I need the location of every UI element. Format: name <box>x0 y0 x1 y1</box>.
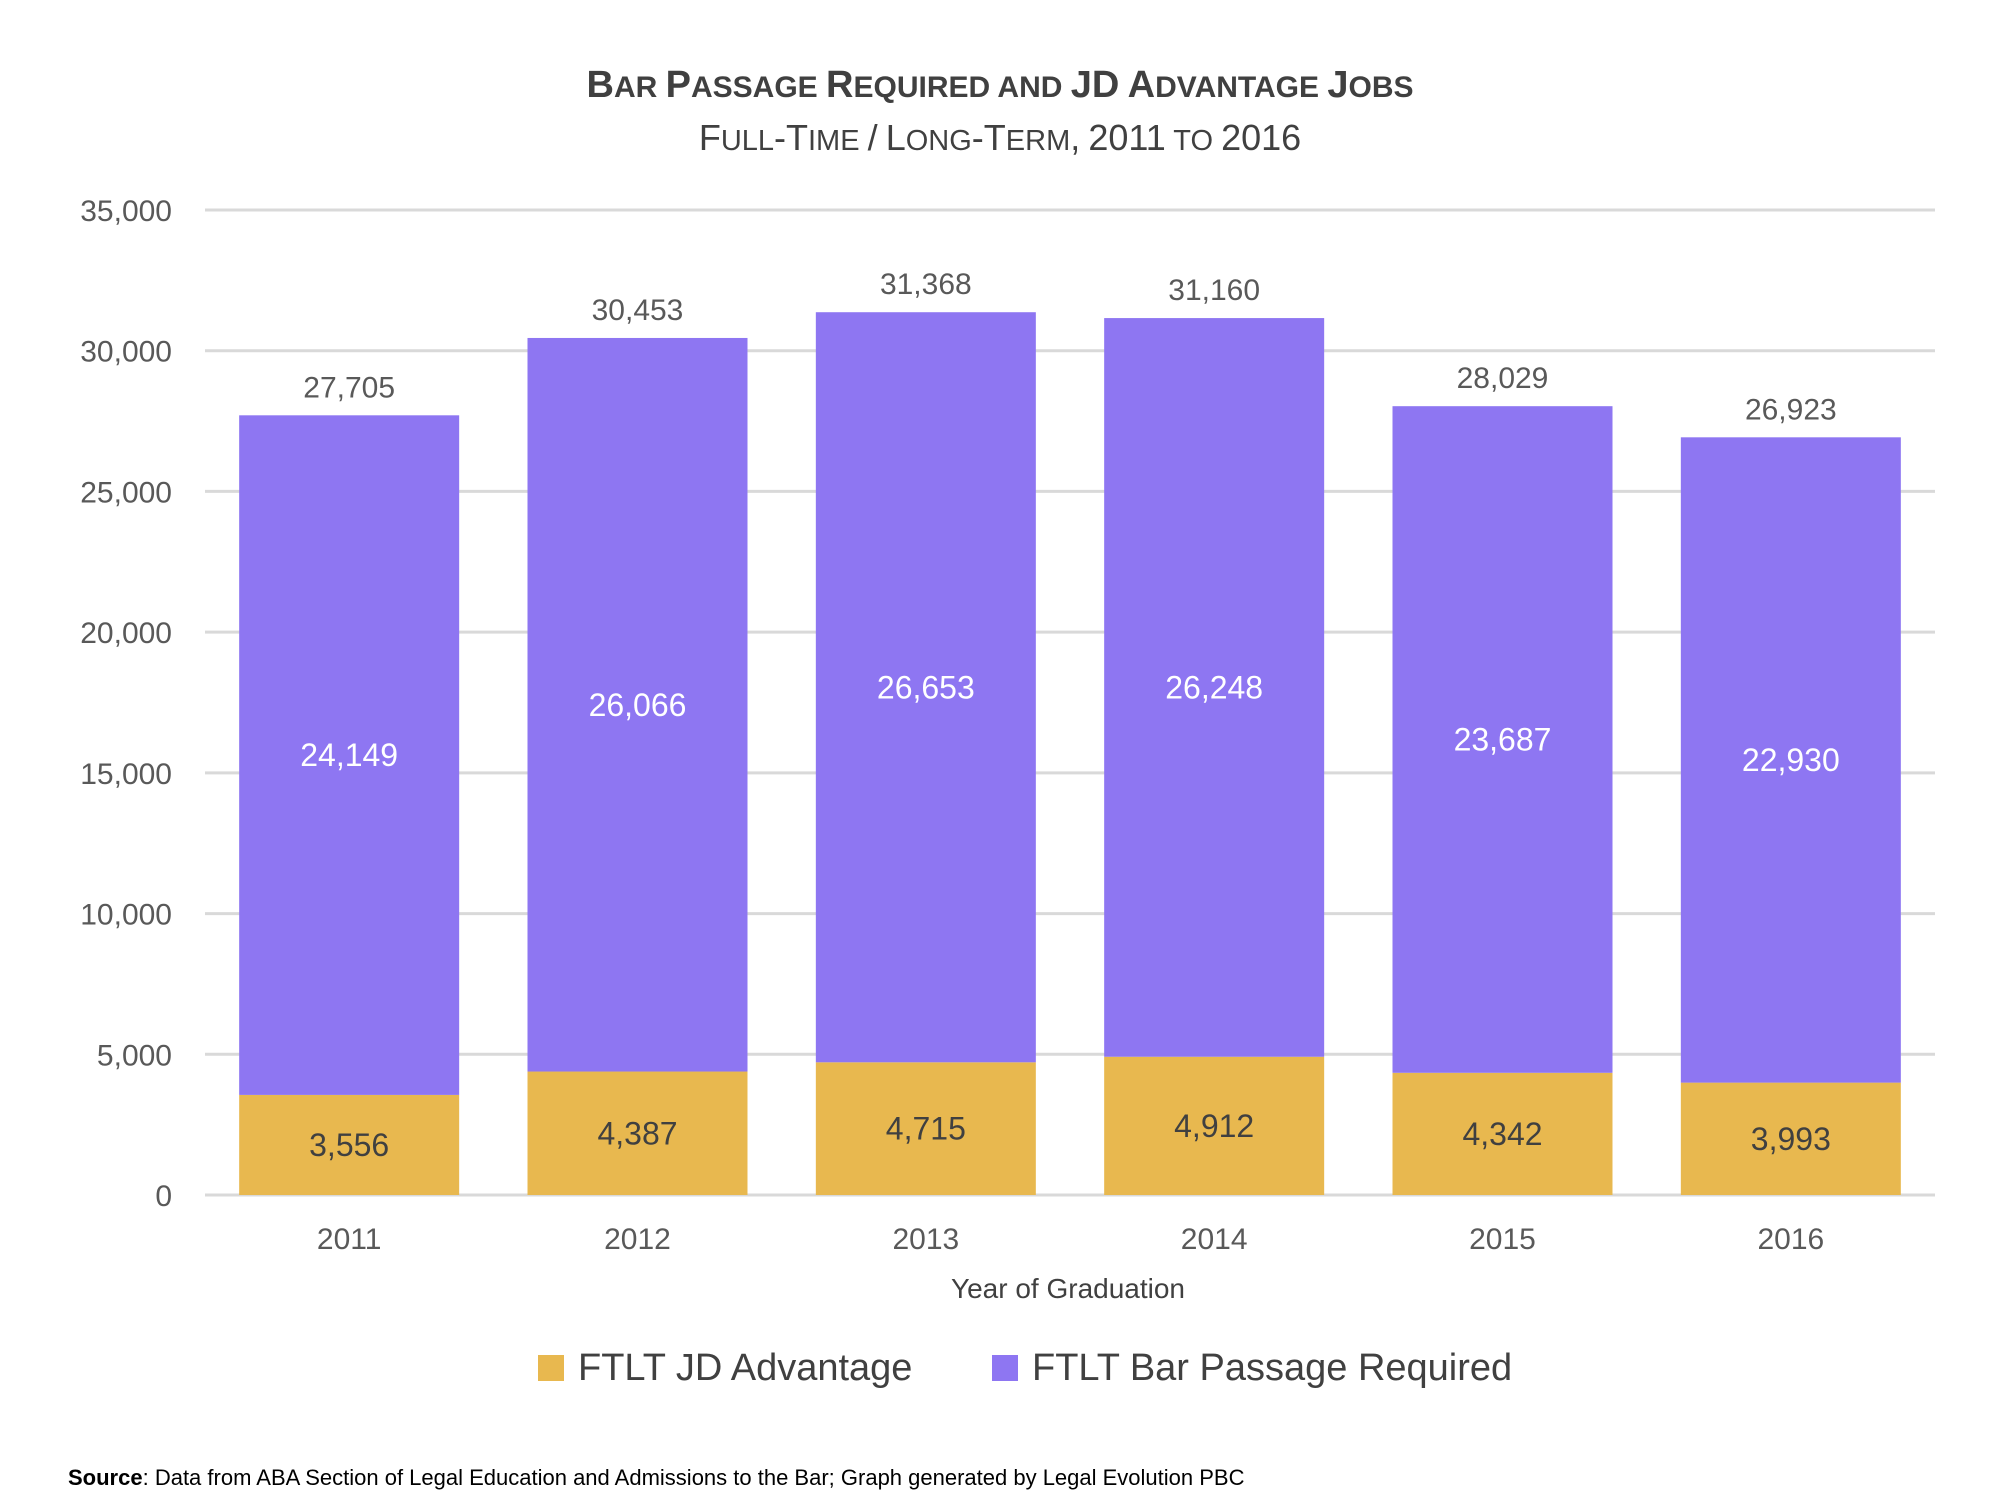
gridlines <box>205 208 1935 1197</box>
data-label: 22,930 <box>1742 742 1840 778</box>
y-tick-label: 10,000 <box>80 899 172 932</box>
data-label: 4,387 <box>597 1115 677 1151</box>
total-label: 27,705 <box>303 371 395 404</box>
bars: 3,556 24,149 27,705 4,387 26,066 30,453 4,715 2… <box>239 268 1901 1195</box>
y-axis-ticks: 0 5,000 10,000 15,000 20,000 25,000 30,000 35,0… <box>80 195 172 1213</box>
legend-label: FTLT JD Advantage <box>578 1347 912 1389</box>
chart-subtitle: FULL-TIME / LONG-TERM, 2011 TO 2016 <box>699 117 1301 158</box>
data-label: 26,066 <box>589 687 687 723</box>
legend-label: FTLT Bar Passage Required <box>1032 1347 1512 1389</box>
source-label: Source <box>68 1465 143 1490</box>
data-label: 26,653 <box>877 669 975 705</box>
bar-segment-jd-advantage <box>815 1062 1036 1195</box>
data-label: 3,993 <box>1751 1121 1831 1157</box>
x-tick-label: 2015 <box>1469 1223 1536 1256</box>
source-note: Source: Data from ABA Section of Legal E… <box>68 1465 1244 1491</box>
bar-segment-jd-advantage <box>1680 1082 1901 1195</box>
x-axis-ticks: 2011 2012 2013 2014 2015 2016 <box>317 1223 1824 1256</box>
x-tick-label: 2014 <box>1181 1223 1248 1256</box>
bar-segment-jd-advantage <box>239 1094 460 1195</box>
y-tick-label: 15,000 <box>80 758 172 791</box>
data-label: 24,149 <box>300 737 398 773</box>
data-label: 3,556 <box>309 1127 389 1163</box>
total-label: 31,160 <box>1168 274 1260 307</box>
y-tick-label: 5,000 <box>97 1039 172 1072</box>
bar-segment-jd-advantage <box>527 1071 748 1195</box>
x-tick-label: 2016 <box>1757 1223 1824 1256</box>
legend-swatch <box>992 1355 1018 1381</box>
total-label: 26,923 <box>1745 393 1837 426</box>
y-tick-label: 20,000 <box>80 617 172 650</box>
total-label: 31,368 <box>880 268 972 301</box>
bar-segment-bar-passage-required <box>239 415 460 1095</box>
total-label: 30,453 <box>592 294 684 327</box>
x-tick-label: 2013 <box>892 1223 959 1256</box>
bar-segment-bar-passage-required <box>1680 437 1901 1083</box>
bar-segment-jd-advantage <box>1392 1072 1613 1195</box>
legend: FTLT JD Advantage FTLT Bar Passage Requir… <box>538 1347 1512 1389</box>
bar-segment-jd-advantage <box>1104 1056 1325 1195</box>
y-tick-label: 0 <box>155 1180 172 1213</box>
bar-segment-bar-passage-required <box>1104 318 1325 1057</box>
data-label: 4,912 <box>1174 1108 1254 1144</box>
legend-swatch <box>538 1355 564 1381</box>
bar-segment-bar-passage-required <box>1392 406 1613 1073</box>
source-text: : Data from ABA Section of Legal Educati… <box>142 1465 1245 1490</box>
x-axis-label: Year of Graduation <box>951 1273 1185 1304</box>
bar-segment-bar-passage-required <box>815 312 1036 1063</box>
y-tick-label: 35,000 <box>80 195 172 228</box>
x-tick-label: 2011 <box>317 1223 382 1256</box>
bar-segment-bar-passage-required <box>527 337 748 1072</box>
total-label: 28,029 <box>1457 362 1549 395</box>
y-tick-label: 25,000 <box>80 476 172 509</box>
data-label: 4,342 <box>1462 1116 1542 1152</box>
data-label: 4,715 <box>886 1111 966 1147</box>
y-tick-label: 30,000 <box>80 336 172 369</box>
x-tick-label: 2012 <box>604 1223 671 1256</box>
data-label: 26,248 <box>1165 669 1263 705</box>
data-label: 23,687 <box>1454 721 1552 757</box>
chart-title: BAR PASSAGE REQUIRED AND JD ADVANTAGE JO… <box>586 64 1413 106</box>
